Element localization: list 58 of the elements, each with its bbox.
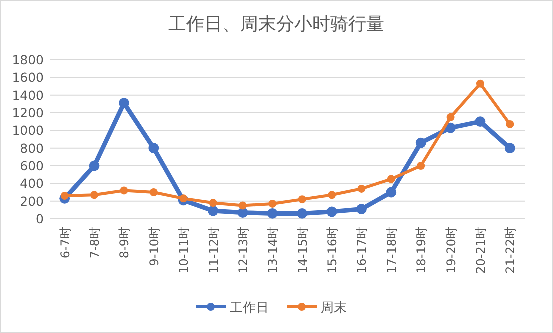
y-tick-label: 1600 [12,70,44,86]
x-tick-label: 15-16时 [326,227,340,274]
x-tick-label: 18-19时 [414,227,429,274]
point [326,206,338,218]
point [356,204,367,214]
x-tick-label: 8-9时 [118,227,132,259]
x-tick-label: 21-22时 [504,227,518,274]
point [268,200,277,208]
point [180,194,188,203]
y-tick-label: 600 [20,158,44,174]
x-tick-label: 13-14时 [266,227,280,274]
point [119,98,130,108]
point [446,122,456,134]
y-tick-label: 0 [36,212,44,226]
y-tick-label: 200 [20,194,44,209]
x-tick-label: 9-10时 [147,227,162,266]
point [209,199,218,208]
point [476,80,484,88]
point [328,191,336,200]
y-tick-label: 400 [20,176,44,192]
y-tick-label: 1400 [12,88,44,103]
y-tick-label: 1200 [12,106,44,120]
point [297,208,308,219]
point [475,116,486,128]
y-tick-label: 800 [20,140,44,156]
x-tick-label: 17-18时 [384,227,399,274]
point [150,188,158,196]
point [90,191,99,200]
point [416,138,426,148]
x-tick-label: 12-13时 [236,227,250,274]
x-tick-label: 19-20时 [444,227,458,274]
chart-title: 工作日、周末分小时骑行量 [168,14,384,35]
legend-label: 工作日 [230,301,269,316]
point [238,202,247,210]
y-tick-label: 1000 [12,123,44,138]
point [506,120,514,128]
point [208,206,218,216]
x-tick-label: 10-11时 [177,227,192,274]
point [446,113,455,122]
y-tick-label: 1800 [12,52,44,68]
point [417,162,426,170]
x-tick-label: 20-21时 [474,227,488,274]
point [60,192,69,200]
x-tick-label: 16-17时 [355,227,370,274]
point [358,184,366,193]
point [298,196,306,204]
point [148,143,160,154]
point [267,208,278,219]
x-tick-label: 11-12时 [206,227,221,274]
legend-label: 周末 [321,301,347,316]
point [504,143,516,154]
point [387,175,396,184]
x-tick-label: 7-8时 [88,227,102,259]
x-tick-label: 14-15时 [296,227,310,274]
point [386,187,397,198]
x-tick-label: 6-7时 [58,227,72,259]
point [89,160,100,172]
point [120,186,128,195]
